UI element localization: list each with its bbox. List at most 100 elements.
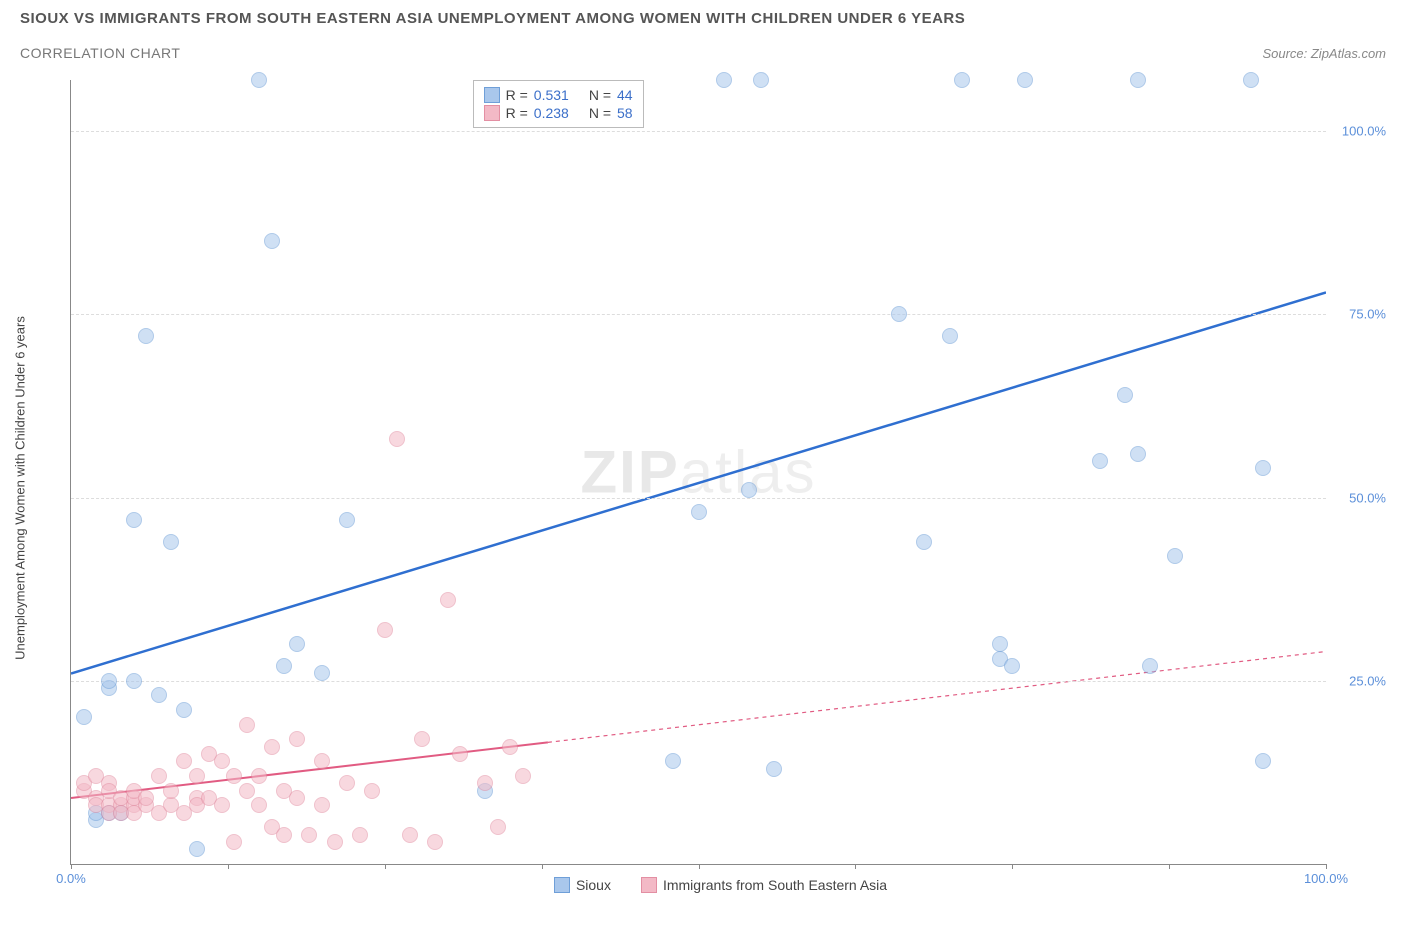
data-point [1092,453,1108,469]
data-point [490,819,506,835]
data-point [477,775,493,791]
legend-item: Sioux [554,877,611,893]
data-point [1004,658,1020,674]
n-value: 58 [617,105,633,121]
x-tick [1326,864,1327,869]
data-point [766,761,782,777]
data-point [414,731,430,747]
data-point [126,673,142,689]
legend-swatch [484,105,500,121]
gridline-h [71,681,1326,682]
data-point [1255,753,1271,769]
legend-label: Immigrants from South Eastern Asia [663,877,887,893]
data-point [276,827,292,843]
data-point [226,768,242,784]
gridline-h [71,314,1326,315]
stats-box: R = 0.531 N = 44R = 0.238 N = 58 [473,80,644,128]
data-point [176,702,192,718]
r-label: R = [506,87,528,103]
data-point [314,753,330,769]
watermark: ZIPatlas [580,438,816,507]
x-tick [699,864,700,869]
data-point [402,827,418,843]
data-point [1130,72,1146,88]
data-point [101,673,117,689]
data-point [163,534,179,550]
x-tick [1169,864,1170,869]
data-point [176,753,192,769]
data-point [427,834,443,850]
data-point [1117,387,1133,403]
data-point [1142,658,1158,674]
data-point [214,797,230,813]
stats-row: R = 0.531 N = 44 [484,87,633,103]
data-point [276,658,292,674]
data-point [389,431,405,447]
data-point [301,827,317,843]
plot-area: ZIPatlas R =0.531N =44R =0.238N =58 25.0… [70,80,1326,865]
data-point [138,790,154,806]
data-point [151,687,167,703]
gridline-h [71,498,1326,499]
data-point [339,512,355,528]
data-point [716,72,732,88]
data-point [992,636,1008,652]
data-point [151,768,167,784]
legend-label: Sioux [576,877,611,893]
data-point [163,783,179,799]
data-point [440,592,456,608]
data-point [364,783,380,799]
legend-swatch [554,877,570,893]
data-point [352,827,368,843]
x-tick [1012,864,1013,869]
data-point [189,841,205,857]
stats-row: R =0.238N =58 [484,105,633,121]
data-point [1017,72,1033,88]
gridline-h [71,131,1326,132]
legend-swatch [484,87,500,103]
data-point [251,797,267,813]
source-label: Source: ZipAtlas.com [1262,46,1386,61]
x-tick [855,864,856,869]
chart-area: Unemployment Among Women with Children U… [45,80,1396,895]
data-point [741,482,757,498]
data-point [1243,72,1259,88]
data-point [452,746,468,762]
data-point [314,797,330,813]
data-point [377,622,393,638]
data-point [502,739,518,755]
y-tick-label: 75.0% [1349,307,1386,322]
data-point [314,665,330,681]
data-point [665,753,681,769]
y-tick-label: 100.0% [1342,124,1386,139]
data-point [753,72,769,88]
x-tick [542,864,543,869]
data-point [251,72,267,88]
y-axis-title: Unemployment Among Women with Children U… [13,316,28,660]
n-label: N = [589,105,611,121]
chart-subtitle: CORRELATION CHART [20,45,180,61]
trend-lines [71,80,1326,864]
data-point [264,233,280,249]
data-point [138,328,154,344]
r-value: 0.531 [534,87,569,103]
data-point [251,768,267,784]
data-point [339,775,355,791]
data-point [264,739,280,755]
data-point [239,717,255,733]
data-point [226,834,242,850]
data-point [1255,460,1271,476]
data-point [515,768,531,784]
r-value: 0.238 [534,105,569,121]
chart-title: SIOUX VS IMMIGRANTS FROM SOUTH EASTERN A… [20,10,1386,27]
data-point [289,731,305,747]
x-tick [385,864,386,869]
data-point [1167,548,1183,564]
bottom-legend: Sioux Immigrants from South Eastern Asia [45,877,1396,893]
data-point [214,753,230,769]
data-point [691,504,707,520]
n-value: 44 [617,87,633,103]
data-point [891,306,907,322]
n-label: N = [589,87,611,103]
data-point [189,768,205,784]
